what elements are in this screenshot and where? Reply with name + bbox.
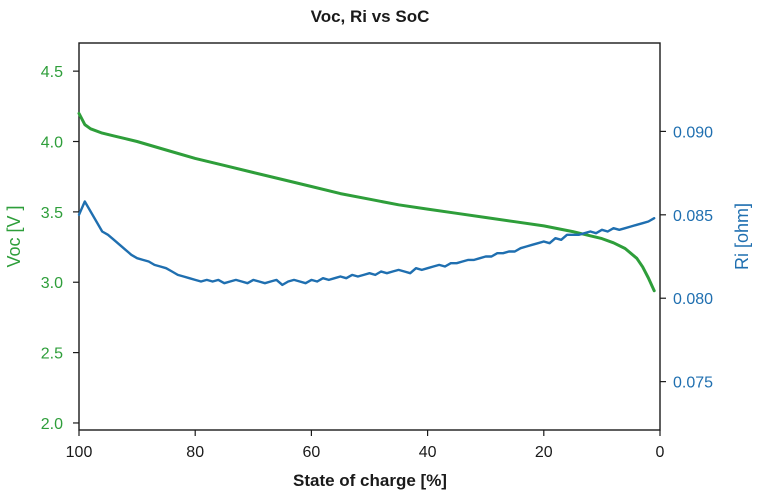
y1-tick-label: 4.5 <box>41 64 63 81</box>
y2-axis-label: Ri [ohm] <box>732 203 752 270</box>
x-axis-label: State of charge [%] <box>293 471 447 490</box>
x-tick-label: 20 <box>535 444 553 461</box>
x-tick-label: 0 <box>656 444 665 461</box>
voc-series-line <box>77 111 656 293</box>
y1-tick-label: 2.0 <box>41 416 63 433</box>
x-tick-label: 100 <box>66 444 93 461</box>
x-tick-label: 80 <box>186 444 204 461</box>
y1-tick-label: 2.5 <box>41 346 63 363</box>
y2-tick-label: 0.090 <box>673 124 713 141</box>
y1-tick-label: 3.0 <box>41 275 63 292</box>
x-tick-label: 60 <box>303 444 321 461</box>
y1-tick-label: 4.0 <box>41 135 63 152</box>
x-tick-label: 40 <box>419 444 437 461</box>
y2-tick-label: 0.085 <box>673 208 713 225</box>
chart-title: Voc, Ri vs SoC <box>311 7 430 26</box>
y2-tick-label: 0.075 <box>673 375 713 392</box>
y2-tick-label: 0.080 <box>673 291 713 308</box>
plot-frame <box>78 42 661 431</box>
y1-tick-label: 3.5 <box>41 205 63 222</box>
y1-axis-label: Voc [V ] <box>4 205 24 267</box>
ri-series-line <box>77 200 656 287</box>
